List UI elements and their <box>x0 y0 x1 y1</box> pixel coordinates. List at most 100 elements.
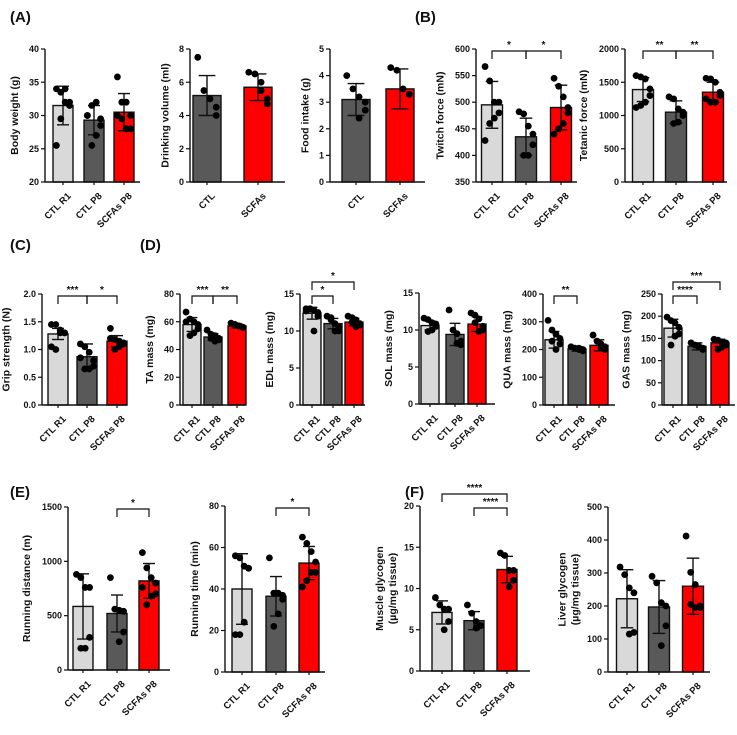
x-tick-label: CTL R1 <box>221 680 253 712</box>
y-tick-label: 1500 <box>42 502 62 512</box>
data-point <box>81 343 89 351</box>
data-point <box>520 152 528 159</box>
x-tick-label: CTL R1 <box>37 413 69 445</box>
x-tick-label: CTL R1 <box>606 680 638 712</box>
y-axis-label: Running time (min) <box>189 541 201 637</box>
data-point <box>61 98 69 106</box>
x-tick-label: CTL R1 <box>62 678 94 710</box>
y-axis-label: Food intake (g) <box>300 78 312 153</box>
data-point <box>115 638 123 646</box>
data-point <box>559 93 567 101</box>
data-point <box>53 142 60 149</box>
bar <box>302 312 322 406</box>
y-tick-label: 100 <box>522 372 537 382</box>
y-tick-label: 0 <box>614 177 619 187</box>
data-point <box>266 554 273 562</box>
data-point <box>257 78 265 86</box>
data-point <box>510 566 517 574</box>
bar <box>663 327 683 406</box>
data-point <box>556 340 564 348</box>
data-point <box>559 120 567 127</box>
y-axis-label: Twitch force (mN) <box>435 72 447 160</box>
y-tick-label: 1 <box>319 150 324 160</box>
y-tick-label: 60 <box>164 317 174 327</box>
data-point <box>550 130 558 138</box>
data-point <box>90 357 97 364</box>
y-tick-label: 200 <box>641 311 656 321</box>
data-point <box>303 539 311 547</box>
data-point <box>550 74 558 82</box>
significance-label: **** <box>467 483 483 494</box>
data-point <box>630 589 638 597</box>
data-point <box>621 571 629 579</box>
data-point <box>464 601 471 609</box>
y-tick-label: 0 <box>409 666 414 676</box>
y-axis-label: TA mass (mg) <box>144 315 156 383</box>
x-tick-label: CTL P8 <box>656 191 687 222</box>
y-tick-label: 0 <box>289 400 294 410</box>
x-tick-label: CTL P8 <box>506 191 537 222</box>
data-point <box>646 85 654 93</box>
data-point <box>675 323 683 331</box>
panel-label: (E) <box>10 484 30 501</box>
data-point <box>270 622 278 630</box>
data-point <box>88 142 96 149</box>
y-tick-label: 100 <box>641 356 656 366</box>
data-point <box>77 644 85 652</box>
data-point <box>107 325 114 332</box>
y-tick-label: 5 <box>408 362 413 372</box>
y-tick-label: 20 <box>29 177 39 187</box>
data-point <box>245 68 253 76</box>
bar <box>687 345 707 406</box>
significance-bracket <box>675 50 714 59</box>
data-point <box>702 95 710 103</box>
data-point <box>97 115 104 123</box>
data-point <box>481 63 489 70</box>
x-tick-label: SCFAs P8 <box>120 679 160 719</box>
x-tick-label: SCFAs P8 <box>280 681 320 721</box>
y-tick-label: 60 <box>209 543 219 553</box>
significance-bracket <box>311 295 334 304</box>
data-point <box>424 328 432 335</box>
data-point <box>307 548 315 556</box>
data-point <box>77 354 84 362</box>
y-tick-label: 0.0 <box>23 400 36 410</box>
data-point <box>257 87 265 94</box>
y-tick-label: 5 <box>409 625 414 635</box>
y-tick-label: 1.0 <box>23 345 36 355</box>
data-point <box>143 564 151 572</box>
y-axis-label: Body weight (g) <box>9 76 21 155</box>
data-point <box>475 328 483 335</box>
y-tick-label: 4 <box>179 111 184 121</box>
data-point <box>343 72 351 79</box>
panel-label: (F) <box>405 484 424 501</box>
data-point <box>625 630 633 638</box>
x-tick-label: CTL R1 <box>42 190 74 222</box>
data-point <box>57 115 65 123</box>
data-point <box>348 318 356 326</box>
y-axis-label: GAS mass (mg) <box>621 310 633 388</box>
significance-label: * <box>321 285 325 296</box>
data-point <box>56 329 64 337</box>
data-point <box>486 120 494 127</box>
data-point <box>122 125 130 133</box>
y-tick-label: 20 <box>404 501 414 511</box>
data-point <box>575 344 583 352</box>
data-point <box>86 634 93 641</box>
data-point <box>653 579 661 587</box>
data-point <box>182 308 190 316</box>
data-point <box>139 549 146 557</box>
data-point <box>641 75 649 83</box>
significance-label: ** <box>656 40 664 51</box>
x-tick-label: CTL P8 <box>256 681 287 712</box>
data-point <box>682 532 690 540</box>
y-tick-label: 400 <box>587 535 602 545</box>
y-tick-label: 100 <box>587 634 602 644</box>
significance-label: ** <box>691 40 699 51</box>
data-point <box>468 609 476 617</box>
